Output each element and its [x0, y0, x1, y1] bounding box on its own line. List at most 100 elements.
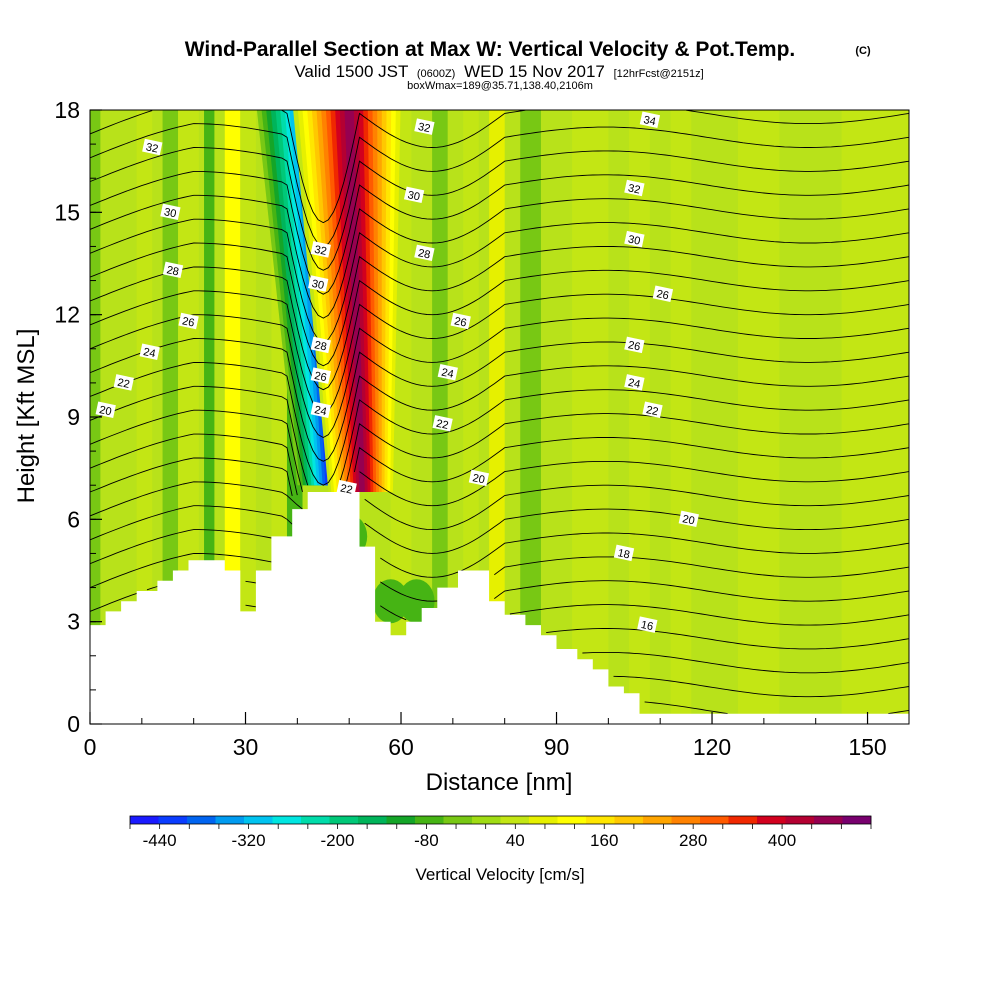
- terrain-mask: [90, 492, 909, 724]
- colorbar-frame: [129, 815, 872, 825]
- contour-label-text: 20: [681, 513, 695, 527]
- contour-label-bg: [336, 479, 357, 497]
- x-tick-label: 0: [84, 734, 97, 760]
- colorbar-cell: [586, 816, 615, 824]
- isentrope-line: [90, 194, 909, 319]
- contour-label: 32: [142, 138, 163, 156]
- colorbar-cell: [643, 816, 672, 824]
- colorbar-cell: [443, 816, 473, 824]
- isentrope-line: [90, 552, 909, 602]
- y-axis-label: Height [Kft MSL]: [13, 329, 40, 504]
- forecast-info: [12hrFcst@2151z]: [614, 68, 704, 80]
- colorbar-tick-label: -440: [143, 831, 177, 850]
- contour-label-bg: [414, 244, 435, 262]
- contour-label-bg: [95, 401, 116, 418]
- contour-label-bg: [432, 415, 453, 432]
- y-axis: 0 3 6 9 12 15 18: [54, 97, 102, 737]
- contour-label-text: 30: [407, 189, 421, 203]
- contour-label-bg: [310, 336, 331, 354]
- contour-label-text: 22: [116, 377, 130, 391]
- contour-label-text: 32: [313, 244, 327, 258]
- colorbar-cell: [215, 816, 245, 824]
- contour-label-text: 24: [142, 346, 156, 360]
- velocity-cell: [372, 579, 409, 624]
- contour-label: 26: [652, 285, 674, 302]
- potential-temperature-contours: [90, 110, 909, 715]
- contour-label: 30: [403, 186, 425, 203]
- contour-label-text: 26: [181, 315, 195, 329]
- contour-label: 20: [468, 469, 490, 487]
- isentrope-line: [90, 338, 909, 462]
- contour-label-text: 20: [98, 404, 112, 418]
- colorbar-cell: [842, 816, 872, 824]
- contour-label-bg: [310, 401, 331, 418]
- isentrope-line: [90, 218, 909, 343]
- colorbar-tick-label: 400: [768, 831, 796, 850]
- contour-label: 16: [637, 616, 658, 633]
- contour-label: 22: [113, 374, 134, 391]
- velocity-band: [204, 110, 215, 724]
- colorbar-cell: [272, 816, 302, 824]
- box-wmax-info: boxWmax=189@35.71,138.40,2106m: [407, 80, 593, 92]
- contour-label-bg: [624, 374, 645, 391]
- contour-label-text: 26: [453, 315, 467, 329]
- colorbar-cell: [386, 816, 416, 824]
- contour-label-text: 26: [655, 288, 669, 302]
- colorbar-tick-label: 40: [506, 831, 525, 850]
- isentrope-line: [582, 651, 909, 674]
- isentrope-line: [90, 147, 909, 271]
- isentrope-line: [90, 409, 909, 493]
- contour-label-text: 30: [311, 278, 325, 292]
- copyright-mark: (C): [855, 45, 871, 57]
- contour-label-bg: [437, 363, 458, 381]
- contour-label-bg: [113, 374, 134, 391]
- contour-label-text: 20: [471, 472, 485, 486]
- isentrope-line: [90, 266, 909, 391]
- valid-utc: (0600Z): [417, 68, 456, 80]
- contour-label-bg: [178, 312, 199, 330]
- isentrope-line: [90, 110, 909, 224]
- contour-label: 22: [336, 479, 357, 497]
- contour-label-bg: [642, 401, 663, 418]
- contour-label-bg: [613, 544, 635, 562]
- contour-label-text: 22: [645, 404, 659, 418]
- contour-label-bg: [310, 241, 331, 258]
- colorbar-cell: [329, 816, 359, 824]
- contour-label: 26: [450, 312, 471, 330]
- y-tick-label: 0: [67, 711, 80, 737]
- colorbar-tick-label: -80: [414, 831, 439, 850]
- colorbar-cell: [158, 816, 188, 824]
- colorbar-cell: [671, 816, 701, 824]
- contour-label-text: 28: [417, 247, 431, 261]
- isentrope-line: [90, 505, 909, 554]
- contour-label-bg: [162, 261, 184, 279]
- colorbar-cell: [557, 816, 587, 824]
- velocity-cores: [256, 110, 406, 492]
- contour-label-bg: [624, 179, 645, 197]
- colorbar-cell: [472, 816, 501, 824]
- contour-label: 20: [678, 510, 699, 527]
- contour-label-bg: [414, 118, 435, 135]
- velocity-band: [520, 110, 541, 724]
- contour-label-bg: [468, 469, 490, 487]
- contour-label-text: 22: [435, 418, 449, 432]
- colorbar-cell: [187, 816, 216, 824]
- isentrope-line: [90, 529, 909, 578]
- colorbar-cell: [500, 816, 530, 824]
- x-tick-label: 30: [233, 734, 259, 760]
- x-tick-label: 90: [544, 734, 570, 760]
- contour-label: 28: [310, 336, 331, 354]
- colorbar-cell: [785, 816, 815, 824]
- contour-label-bg: [624, 336, 645, 354]
- isentrope-line: [90, 361, 909, 486]
- contour-label-text: 28: [313, 339, 327, 353]
- isentrope-line: [546, 628, 909, 650]
- contour-label-bg: [624, 230, 645, 248]
- isentrope-line: [90, 123, 909, 247]
- isentrope-line: [90, 457, 909, 507]
- contour-label: 18: [613, 544, 635, 562]
- contour-label-text: 16: [640, 619, 654, 633]
- contour-label: 30: [160, 203, 181, 220]
- colorbar-tick-label: -320: [232, 831, 266, 850]
- contour-label: 26: [178, 312, 199, 330]
